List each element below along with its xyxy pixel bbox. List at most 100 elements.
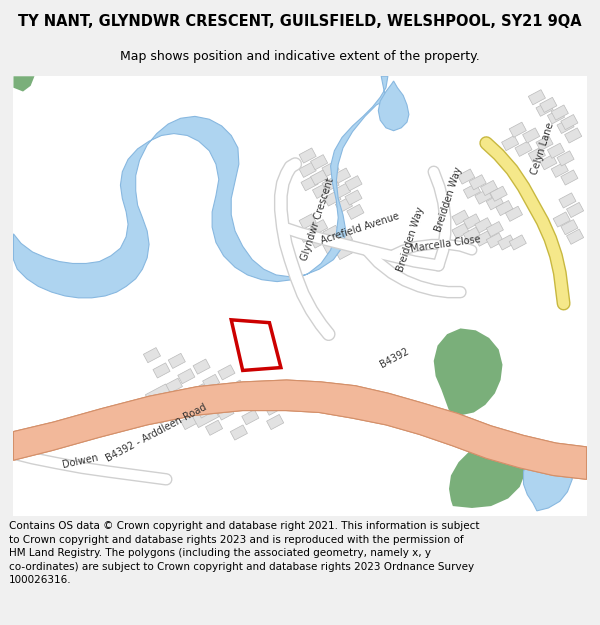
Bar — [515, 141, 532, 156]
Bar — [536, 101, 553, 116]
Bar — [496, 201, 513, 216]
Bar — [227, 380, 245, 395]
Bar — [486, 221, 503, 237]
Bar — [551, 105, 568, 120]
Bar — [301, 176, 318, 191]
Text: Marcella Close: Marcella Close — [410, 234, 481, 254]
Bar — [299, 148, 316, 163]
Bar — [195, 396, 221, 418]
Polygon shape — [379, 81, 409, 131]
Bar — [509, 122, 526, 138]
Bar — [311, 170, 328, 185]
Bar — [458, 169, 475, 184]
Bar — [561, 219, 578, 235]
Bar — [215, 389, 232, 405]
Polygon shape — [13, 76, 388, 298]
Bar — [313, 183, 329, 199]
Bar — [502, 136, 519, 151]
Bar — [299, 162, 316, 177]
Bar — [523, 128, 540, 143]
Bar — [240, 396, 257, 411]
Bar — [322, 161, 339, 176]
Bar — [156, 409, 173, 424]
Bar — [265, 400, 282, 415]
Polygon shape — [434, 328, 502, 416]
Bar — [203, 374, 220, 389]
Bar — [463, 183, 481, 199]
Bar — [178, 369, 195, 384]
Bar — [529, 89, 545, 105]
Bar — [311, 219, 328, 235]
Polygon shape — [13, 380, 587, 479]
Text: B4392: B4392 — [379, 346, 411, 369]
Bar — [299, 214, 316, 229]
Bar — [311, 233, 328, 248]
Polygon shape — [13, 380, 587, 479]
Text: Contains OS data © Crown copyright and database right 2021. This information is : Contains OS data © Crown copyright and d… — [9, 521, 479, 586]
Bar — [335, 198, 353, 212]
Bar — [143, 348, 161, 362]
Bar — [190, 384, 208, 399]
Bar — [168, 353, 185, 369]
Bar — [566, 229, 584, 244]
Bar — [192, 399, 209, 414]
Bar — [452, 223, 469, 239]
Bar — [323, 239, 340, 254]
Bar — [217, 405, 234, 420]
Bar — [266, 414, 284, 429]
Bar — [181, 414, 198, 429]
Bar — [230, 425, 247, 440]
Bar — [469, 175, 486, 190]
Bar — [561, 114, 578, 129]
Text: Breidden Way: Breidden Way — [434, 166, 464, 233]
Bar — [205, 420, 223, 436]
Bar — [547, 143, 565, 158]
Bar — [557, 118, 574, 134]
Bar — [335, 244, 353, 259]
Bar — [540, 98, 557, 112]
Bar — [547, 109, 565, 124]
Bar — [345, 190, 362, 205]
Bar — [557, 151, 574, 166]
Bar — [299, 228, 316, 242]
Bar — [505, 206, 523, 221]
Bar — [311, 154, 328, 170]
Polygon shape — [524, 449, 572, 511]
Bar — [475, 217, 492, 233]
Text: Dolwen: Dolwen — [61, 452, 99, 470]
Bar — [167, 399, 194, 422]
Bar — [192, 405, 218, 428]
Bar — [509, 235, 526, 250]
Polygon shape — [13, 76, 34, 91]
Text: Glyndwr Crescent: Glyndwr Crescent — [299, 176, 335, 262]
Bar — [561, 170, 578, 185]
Bar — [490, 186, 507, 201]
Bar — [167, 393, 184, 409]
Bar — [334, 183, 350, 199]
Polygon shape — [449, 444, 526, 508]
Text: Breidden Way: Breidden Way — [395, 206, 426, 273]
Text: TY NANT, GLYNDWR CRESCENT, GUILSFIELD, WELSHPOOL, SY21 9QA: TY NANT, GLYNDWR CRESCENT, GUILSFIELD, W… — [18, 14, 582, 29]
Bar — [498, 235, 515, 250]
Bar — [529, 147, 545, 162]
Bar — [193, 359, 210, 374]
Bar — [481, 181, 497, 196]
Bar — [334, 168, 350, 183]
Bar — [322, 177, 339, 192]
Bar — [475, 231, 492, 246]
Bar — [324, 191, 341, 206]
Bar — [345, 176, 362, 191]
Bar — [540, 154, 557, 170]
Bar — [566, 202, 584, 217]
Bar — [145, 384, 172, 406]
Bar — [170, 390, 197, 412]
Bar — [452, 210, 469, 225]
Bar — [486, 195, 503, 210]
Bar — [565, 128, 582, 143]
Bar — [463, 214, 481, 229]
Bar — [242, 409, 259, 425]
Bar — [463, 228, 481, 242]
Bar — [475, 189, 492, 204]
Text: Acrefield Avenue: Acrefield Avenue — [319, 211, 400, 246]
Bar — [218, 365, 235, 380]
